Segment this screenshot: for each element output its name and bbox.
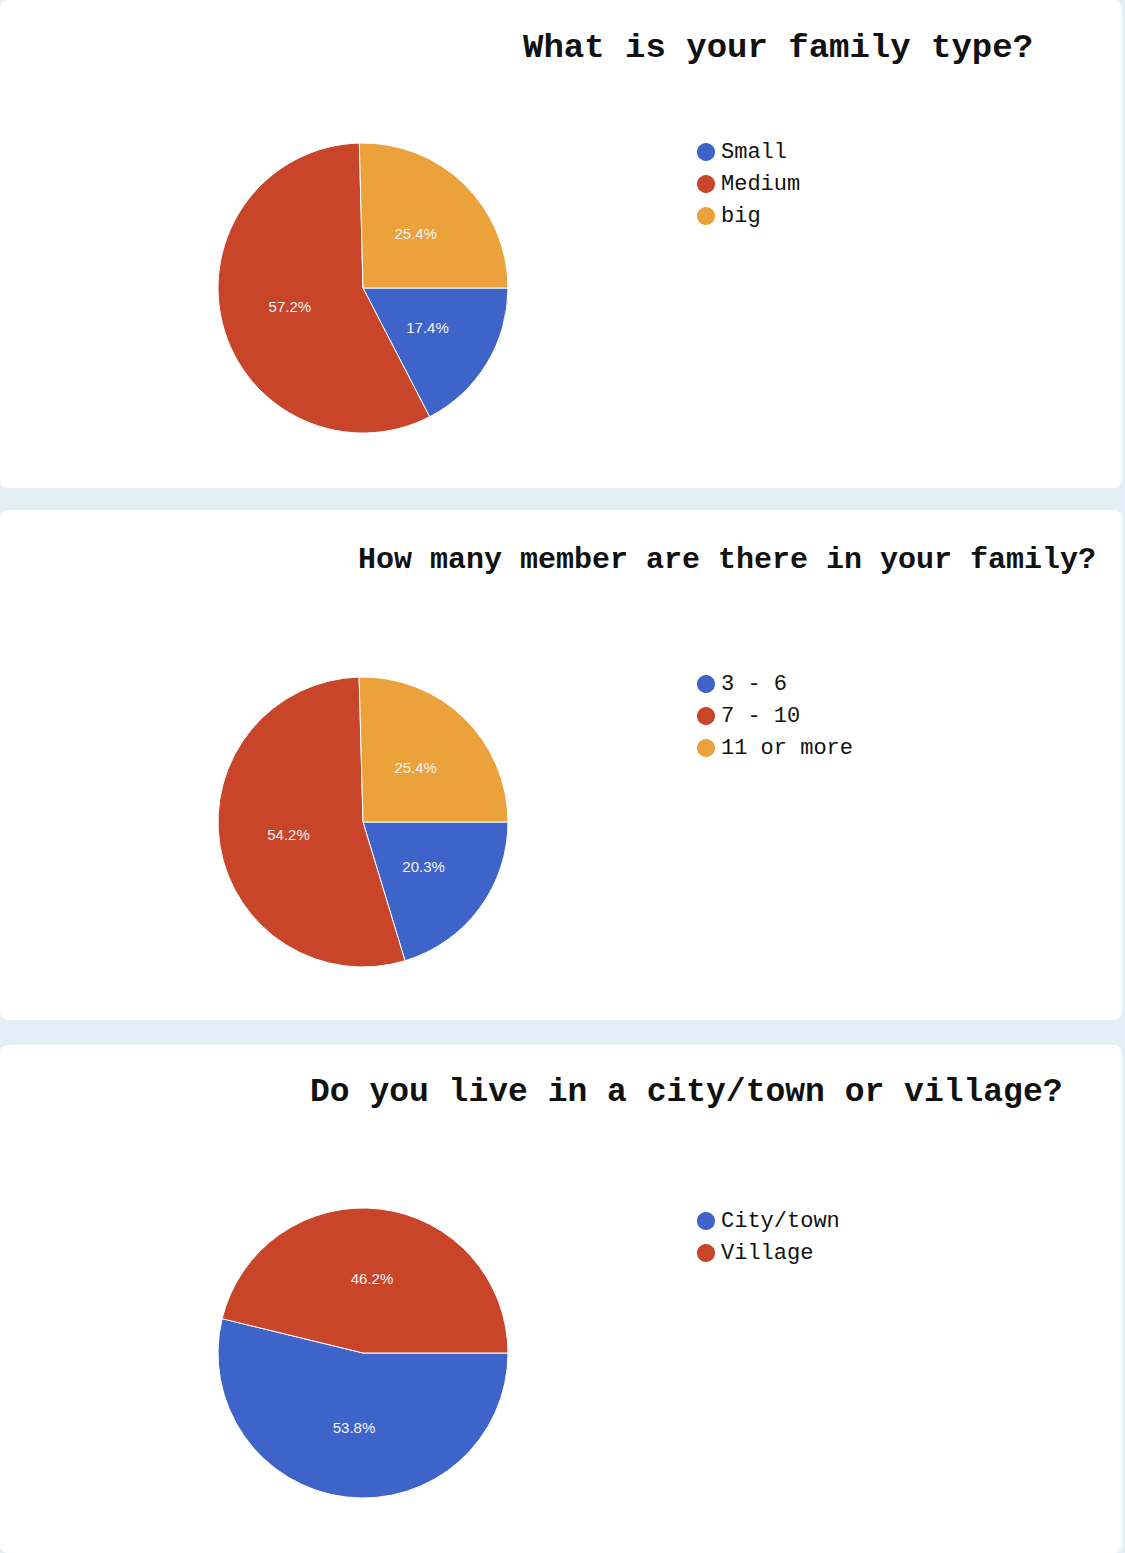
svg-text:Medium: Medium	[721, 172, 800, 197]
svg-text:Small: Small	[721, 140, 787, 165]
svg-text:Do you live in a city/town or: Do you live in a city/town or village?	[310, 1074, 1063, 1111]
svg-text:How many member are there in y: How many member are there in your family…	[358, 543, 1096, 577]
svg-text:20.3%: 20.3%	[402, 858, 445, 875]
svg-text:25.4%: 25.4%	[394, 225, 437, 242]
svg-text:17.4%: 17.4%	[406, 319, 449, 336]
svg-text:Village: Village	[721, 1241, 813, 1266]
svg-text:City/town: City/town	[721, 1209, 840, 1234]
svg-text:57.2%: 57.2%	[269, 298, 312, 315]
svg-text:11 or more: 11 or more	[721, 736, 853, 761]
svg-text:big: big	[721, 204, 761, 229]
svg-text:46.2%: 46.2%	[351, 1270, 394, 1287]
svg-text:54.2%: 54.2%	[267, 826, 310, 843]
svg-text:What is your family type?: What is your family type?	[523, 29, 1033, 67]
svg-text:3 - 6: 3 - 6	[721, 672, 787, 697]
svg-text:25.4%: 25.4%	[394, 759, 437, 776]
svg-text:7 - 10: 7 - 10	[721, 704, 800, 729]
svg-text:53.8%: 53.8%	[333, 1419, 376, 1436]
